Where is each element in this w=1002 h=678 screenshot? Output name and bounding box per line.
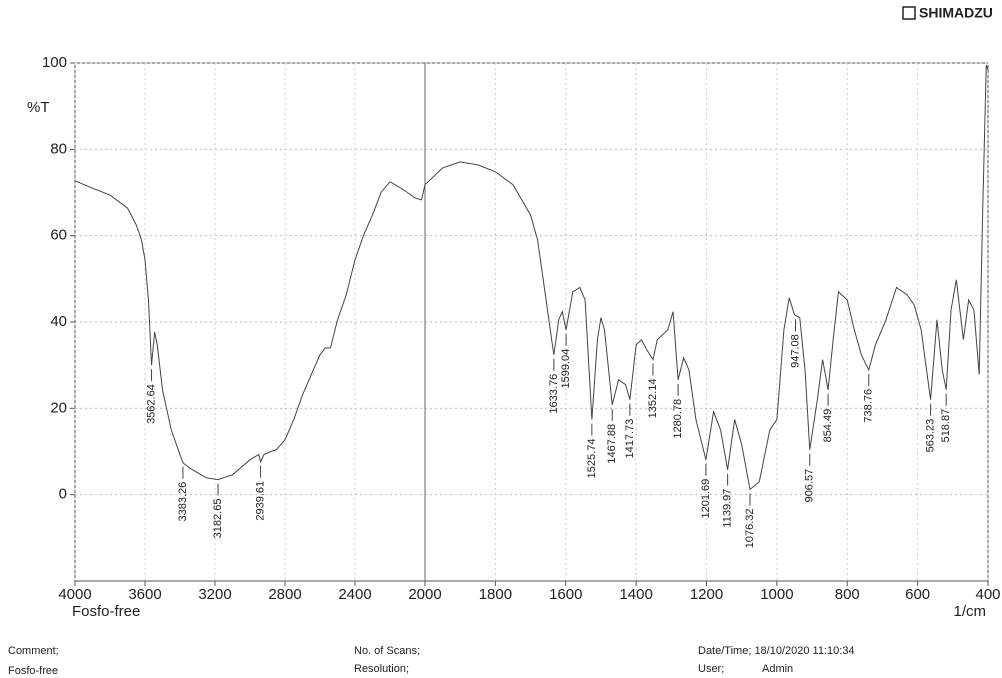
y-tick-label: 40 [50, 313, 67, 330]
x-tick-label: 1600 [549, 586, 582, 603]
x-tick-label: 1400 [619, 586, 652, 603]
x-tick-label: 400 [975, 586, 1000, 603]
peak-label: 2939.61 [254, 481, 266, 521]
peak-label: 1352.14 [647, 379, 659, 419]
peak-label: 906.57 [804, 469, 816, 503]
x-tick-label: 4000 [58, 586, 91, 603]
x-tick-label: 3600 [128, 586, 161, 603]
y-tick-label: 20 [50, 399, 67, 416]
user-value: Admin [762, 663, 793, 675]
x-tick-label: 1800 [479, 586, 512, 603]
y-tick-label: 100 [42, 54, 67, 71]
peak-label: 3562.64 [145, 384, 157, 424]
peak-label: 738.76 [863, 389, 875, 423]
x-tick-label: 2000 [408, 586, 441, 603]
peak-label: 563.23 [924, 419, 936, 453]
sample-label: Fosfo-free [72, 603, 140, 620]
peak-label: 1633.76 [548, 374, 560, 414]
peak-label: 1599.04 [560, 349, 572, 389]
y-tick-label: 80 [50, 140, 67, 157]
x-tick-label: 3200 [198, 586, 231, 603]
x-tick-label: 2400 [338, 586, 371, 603]
brand-logo [902, 6, 916, 20]
y-tick-label: 60 [50, 227, 67, 244]
y-tick-label: 0 [59, 486, 67, 503]
scans-label: No. of Scans; [354, 645, 420, 657]
peak-label: 3383.26 [177, 482, 189, 522]
x-tick-label: 1200 [690, 586, 723, 603]
user-label: User; [698, 663, 724, 675]
peak-label: 3182.65 [212, 499, 224, 539]
x-tick-label: 600 [905, 586, 930, 603]
peak-label: 1525.74 [586, 439, 598, 479]
spectrum-line [74, 64, 989, 491]
comment-label: Comment; [8, 645, 59, 657]
peak-label: 947.08 [789, 334, 801, 368]
peak-label: 854.49 [822, 409, 834, 443]
brand: SHIMADZU [919, 5, 993, 21]
x-tick-label: 800 [835, 586, 860, 603]
x-tick-label: 1000 [760, 586, 793, 603]
peak-label: 1076.32 [744, 508, 756, 548]
peak-label: 1467.88 [606, 424, 618, 464]
comment-value: Fosfo-free [8, 665, 58, 677]
peak-label: 1201.69 [700, 479, 712, 519]
resolution-label: Resolution; [354, 663, 409, 675]
y-axis-label: %T [27, 99, 50, 116]
peak-label: 1139.97 [722, 489, 734, 528]
x-tick-label: 2800 [268, 586, 301, 603]
datetime: Date/Time; 18/10/2020 11:10:34 [698, 645, 855, 657]
peak-label: 1417.73 [624, 419, 636, 459]
peak-label: 518.87 [940, 409, 952, 443]
peak-label: 1280.78 [672, 399, 684, 439]
x-axis-label: 1/cm [953, 603, 986, 620]
